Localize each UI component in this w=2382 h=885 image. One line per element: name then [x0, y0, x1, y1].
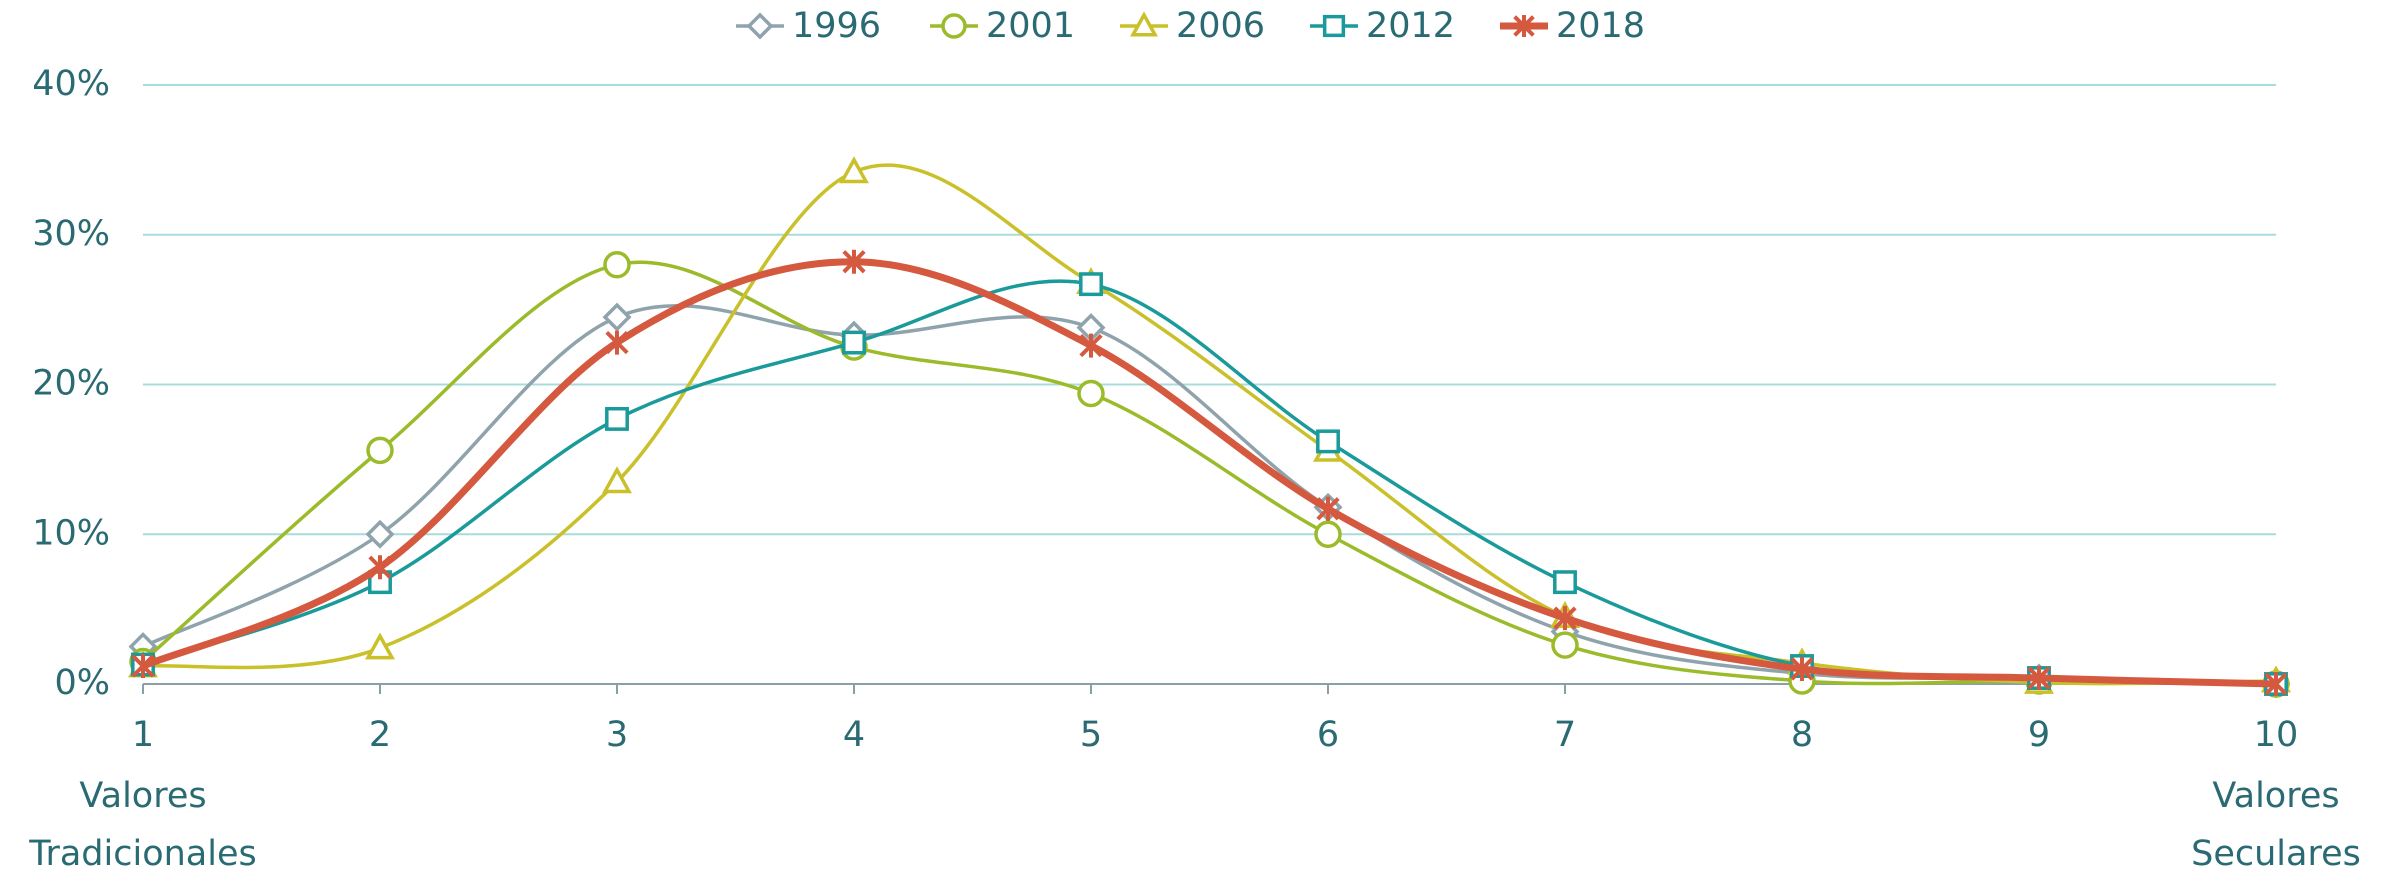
data-point	[1790, 657, 1814, 682]
data-point	[366, 436, 394, 465]
series-line	[141, 258, 2277, 688]
data-point	[2027, 666, 2051, 691]
data-point	[842, 249, 866, 274]
series-line	[142, 279, 2277, 686]
data-point	[1079, 333, 1103, 358]
data-point	[131, 654, 155, 679]
legend-label: 2001	[986, 6, 1075, 46]
data-point	[365, 632, 395, 660]
x-tick-label: 3	[606, 715, 628, 755]
data-point	[605, 330, 629, 355]
legend-marker	[1322, 14, 1346, 38]
x-tick-label: 4	[843, 715, 865, 755]
y-tick-label: 20%	[32, 364, 110, 404]
x-tick-label: 6	[1317, 715, 1339, 755]
legend-label: 2012	[1366, 6, 1455, 46]
x-tick-label: 8	[1791, 715, 1813, 755]
y-tick-label: 0%	[54, 663, 110, 703]
legend-label: 2018	[1556, 6, 1645, 46]
data-point	[1077, 379, 1105, 408]
x-annotation: Valores	[79, 776, 206, 816]
x-tick-label: 9	[2028, 715, 2050, 755]
legend-label: 1996	[792, 6, 881, 46]
legend-marker	[941, 13, 967, 39]
x-annotation: Seculares	[2191, 834, 2361, 874]
x-tick-label: 10	[2254, 715, 2299, 755]
data-point	[1316, 496, 1340, 521]
data-point	[839, 156, 869, 184]
data-point	[1553, 606, 1577, 631]
data-point	[1079, 272, 1103, 297]
legend-label: 2006	[1176, 6, 1265, 46]
data-point	[603, 250, 631, 279]
data-point	[1551, 631, 1579, 659]
data-point	[365, 519, 395, 549]
y-tick-label: 30%	[32, 214, 110, 254]
data-point	[1316, 429, 1340, 454]
x-annotation: Valores	[2212, 776, 2339, 816]
x-tick-label: 5	[1080, 715, 1102, 755]
legend-marker	[1513, 15, 1535, 37]
y-tick-label: 40%	[32, 64, 110, 104]
data-point	[602, 302, 632, 332]
x-tick-label: 2	[369, 715, 391, 755]
data-point	[368, 555, 392, 580]
y-tick-label: 10%	[32, 513, 110, 553]
data-point	[1314, 520, 1342, 548]
x-tick-label: 7	[1554, 715, 1576, 755]
data-point	[605, 406, 629, 431]
data-point	[2264, 672, 2288, 696]
data-point	[842, 330, 866, 355]
legend-marker	[746, 12, 774, 40]
x-tick-label: 1	[132, 715, 154, 755]
data-point	[602, 466, 632, 494]
series-line	[141, 260, 2277, 686]
data-point	[1553, 570, 1577, 595]
legend-marker	[1130, 11, 1158, 37]
x-annotation: Tradicionales	[28, 834, 257, 874]
